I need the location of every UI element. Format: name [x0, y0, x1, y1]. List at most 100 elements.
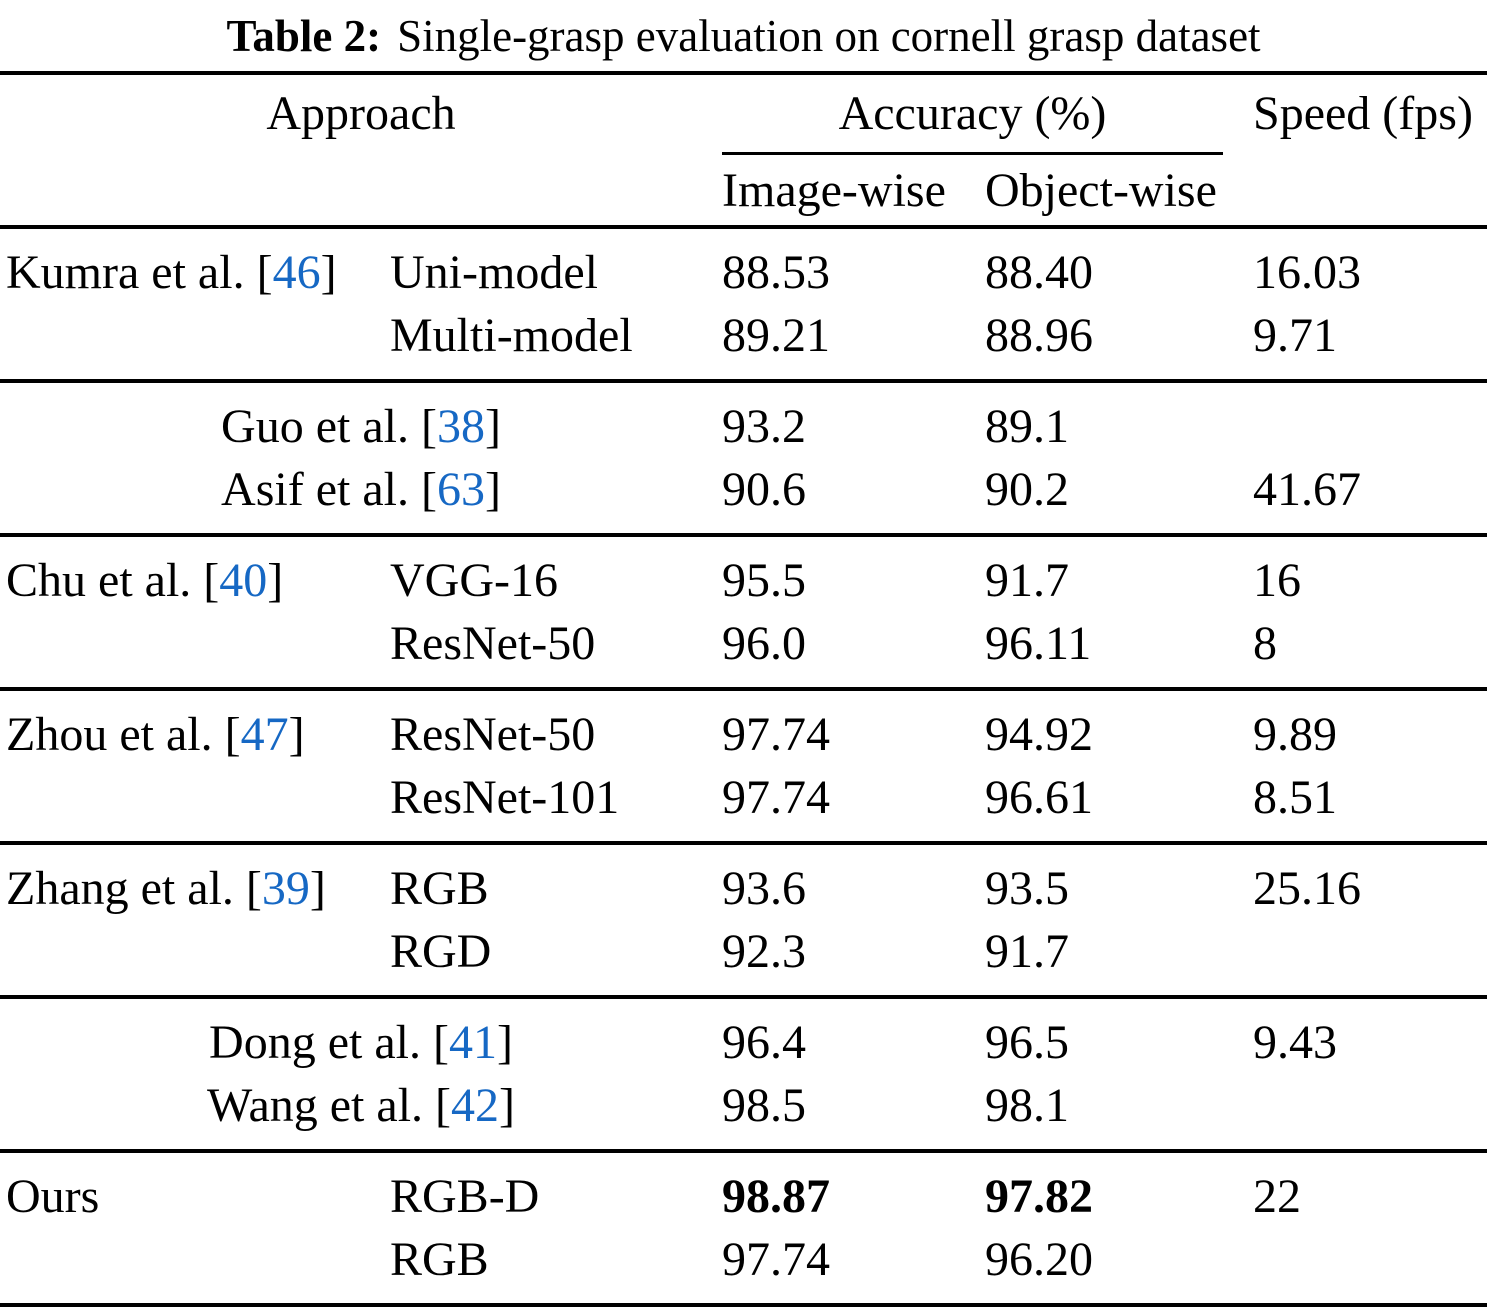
header-bottom-rule [0, 225, 1487, 229]
variant-label: RGB [390, 1233, 489, 1286]
speed-value: 25.16 [1253, 862, 1361, 915]
image-wise-value: 95.5 [722, 554, 806, 607]
table-row: Chu et al. [40] VGG-16 95.5 91.7 16 [0, 549, 1487, 612]
table-number-label: Table 2: [226, 10, 382, 61]
col-header-image-wise: Image-wise [722, 163, 946, 217]
accuracy-underline-rule [722, 152, 1223, 155]
table-row: Guo et al. [38] 93.2 89.1 [0, 395, 1487, 458]
citation-bracket-open: [ [256, 246, 273, 299]
table-row: Wang et al. [42] 98.5 98.1 [0, 1074, 1487, 1137]
table-row: Kumra et al. [46] Uni-model 88.53 88.40 … [0, 241, 1487, 304]
author-label: Guo et al. [221, 400, 409, 453]
image-wise-value: 96.0 [722, 617, 806, 670]
section-kumra: Kumra et al. [46] Uni-model 88.53 88.40 … [0, 229, 1487, 379]
object-wise-value: 94.92 [985, 708, 1093, 761]
citation-link[interactable]: 39 [261, 862, 310, 915]
citation-link[interactable]: 42 [451, 1079, 500, 1132]
object-wise-value: 88.40 [985, 246, 1093, 299]
author-cell: Guo et al. [38] [0, 399, 722, 454]
object-wise-value-best: 97.82 [985, 1170, 1093, 1223]
citation-bracket-close: ] [496, 1016, 513, 1069]
image-wise-value: 97.74 [722, 1233, 830, 1286]
table-row: RGB 97.74 96.20 [0, 1228, 1487, 1291]
citation-bracket-open: [ [245, 862, 262, 915]
speed-value: 9.43 [1253, 1016, 1337, 1069]
col-header-approach: Approach [266, 87, 456, 140]
author-cell: Asif et al. [63] [0, 462, 722, 517]
object-wise-value: 89.1 [985, 400, 1069, 453]
citation-bracket-open: [ [435, 1079, 452, 1132]
citation-bracket-close: ] [484, 400, 501, 453]
table-row: RGD 92.3 91.7 [0, 920, 1487, 983]
variant-label: ResNet-101 [390, 771, 620, 824]
author-cell: Chu et al. [40] [0, 553, 390, 608]
image-wise-value: 88.53 [722, 246, 830, 299]
table-row: ResNet-50 96.0 96.11 8 [0, 612, 1487, 675]
speed-value: 8.51 [1253, 771, 1337, 824]
object-wise-value: 91.7 [985, 925, 1069, 978]
citation-link[interactable]: 40 [219, 554, 268, 607]
speed-value: 16.03 [1253, 246, 1361, 299]
citation-bracket-open: [ [432, 1016, 449, 1069]
object-wise-value: 96.11 [985, 617, 1092, 670]
speed-value: 41.67 [1253, 463, 1361, 516]
author-label: Zhang et al. [6, 862, 234, 915]
top-rule [0, 71, 1487, 75]
citation-link[interactable]: 47 [240, 708, 289, 761]
image-wise-value: 93.2 [722, 400, 806, 453]
section-guo-asif: Guo et al. [38] 93.2 89.1 Asif et al. [6… [0, 383, 1487, 533]
citation-bracket-close: ] [320, 246, 337, 299]
citation-bracket-close: ] [484, 463, 501, 516]
object-wise-value: 96.61 [985, 771, 1093, 824]
author-cell: Kumra et al. [46] [0, 245, 390, 300]
image-wise-value: 92.3 [722, 925, 806, 978]
variant-label: Multi-model [390, 309, 633, 362]
citation-bracket-close: ] [309, 862, 326, 915]
variant-label: VGG-16 [390, 554, 558, 607]
section-dong-wang: Dong et al. [41] 96.4 96.5 9.43 Wang et … [0, 999, 1487, 1149]
bottom-rule [0, 1303, 1487, 1307]
speed-value: 22 [1253, 1170, 1301, 1223]
section-zhang: Zhang et al. [39] RGB 93.6 93.5 25.16 RG… [0, 845, 1487, 995]
citation-link[interactable]: 63 [436, 463, 485, 516]
table-row: Zhang et al. [39] RGB 93.6 93.5 25.16 [0, 857, 1487, 920]
citation-bracket-close: ] [288, 708, 305, 761]
author-label: Kumra et al. [6, 246, 245, 299]
variant-label: Uni-model [390, 246, 598, 299]
image-wise-value-best: 98.87 [722, 1170, 830, 1223]
citation-link[interactable]: 46 [272, 246, 321, 299]
section-ours: Ours RGB-D 98.87 97.82 22 RGB 97.74 96.2… [0, 1153, 1487, 1303]
table-row: Zhou et al. [47] ResNet-50 97.74 94.92 9… [0, 703, 1487, 766]
citation-bracket-open: [ [420, 463, 437, 516]
variant-label: RGD [390, 925, 492, 978]
citation-link[interactable]: 38 [436, 400, 485, 453]
image-wise-value: 97.74 [722, 771, 830, 824]
object-wise-value: 91.7 [985, 554, 1069, 607]
citation-bracket-close: ] [267, 554, 284, 607]
table-row: ResNet-101 97.74 96.61 8.51 [0, 766, 1487, 829]
accuracy-underline-row [0, 152, 1487, 155]
section-rule [0, 995, 1487, 999]
table-caption: Table 2: Single-grasp evaluation on corn… [0, 0, 1487, 71]
object-wise-value: 98.1 [985, 1079, 1069, 1132]
speed-value: 9.71 [1253, 309, 1337, 362]
author-label: Asif et al. [221, 463, 409, 516]
author-label: Dong et al. [209, 1016, 421, 1069]
section-zhou: Zhou et al. [47] ResNet-50 97.74 94.92 9… [0, 691, 1487, 841]
table-row: Dong et al. [41] 96.4 96.5 9.43 [0, 1011, 1487, 1074]
citation-bracket-close: ] [499, 1079, 515, 1132]
header-row-subcolumns: Image-wise Object-wise [0, 155, 1487, 225]
author-cell: Wang et al. [42] [0, 1078, 722, 1133]
citation-bracket-open: [ [420, 400, 437, 453]
section-rule [0, 1149, 1487, 1153]
author-label: Zhou et al. [6, 708, 213, 761]
author-cell: Zhou et al. [47] [0, 707, 390, 762]
image-wise-value: 89.21 [722, 309, 830, 362]
citation-bracket-open: [ [224, 708, 241, 761]
speed-value: 8 [1253, 617, 1277, 670]
variant-label: RGB-D [390, 1170, 540, 1223]
citation-link[interactable]: 41 [448, 1016, 497, 1069]
image-wise-value: 93.6 [722, 862, 806, 915]
section-chu: Chu et al. [40] VGG-16 95.5 91.7 16 ResN… [0, 537, 1487, 687]
